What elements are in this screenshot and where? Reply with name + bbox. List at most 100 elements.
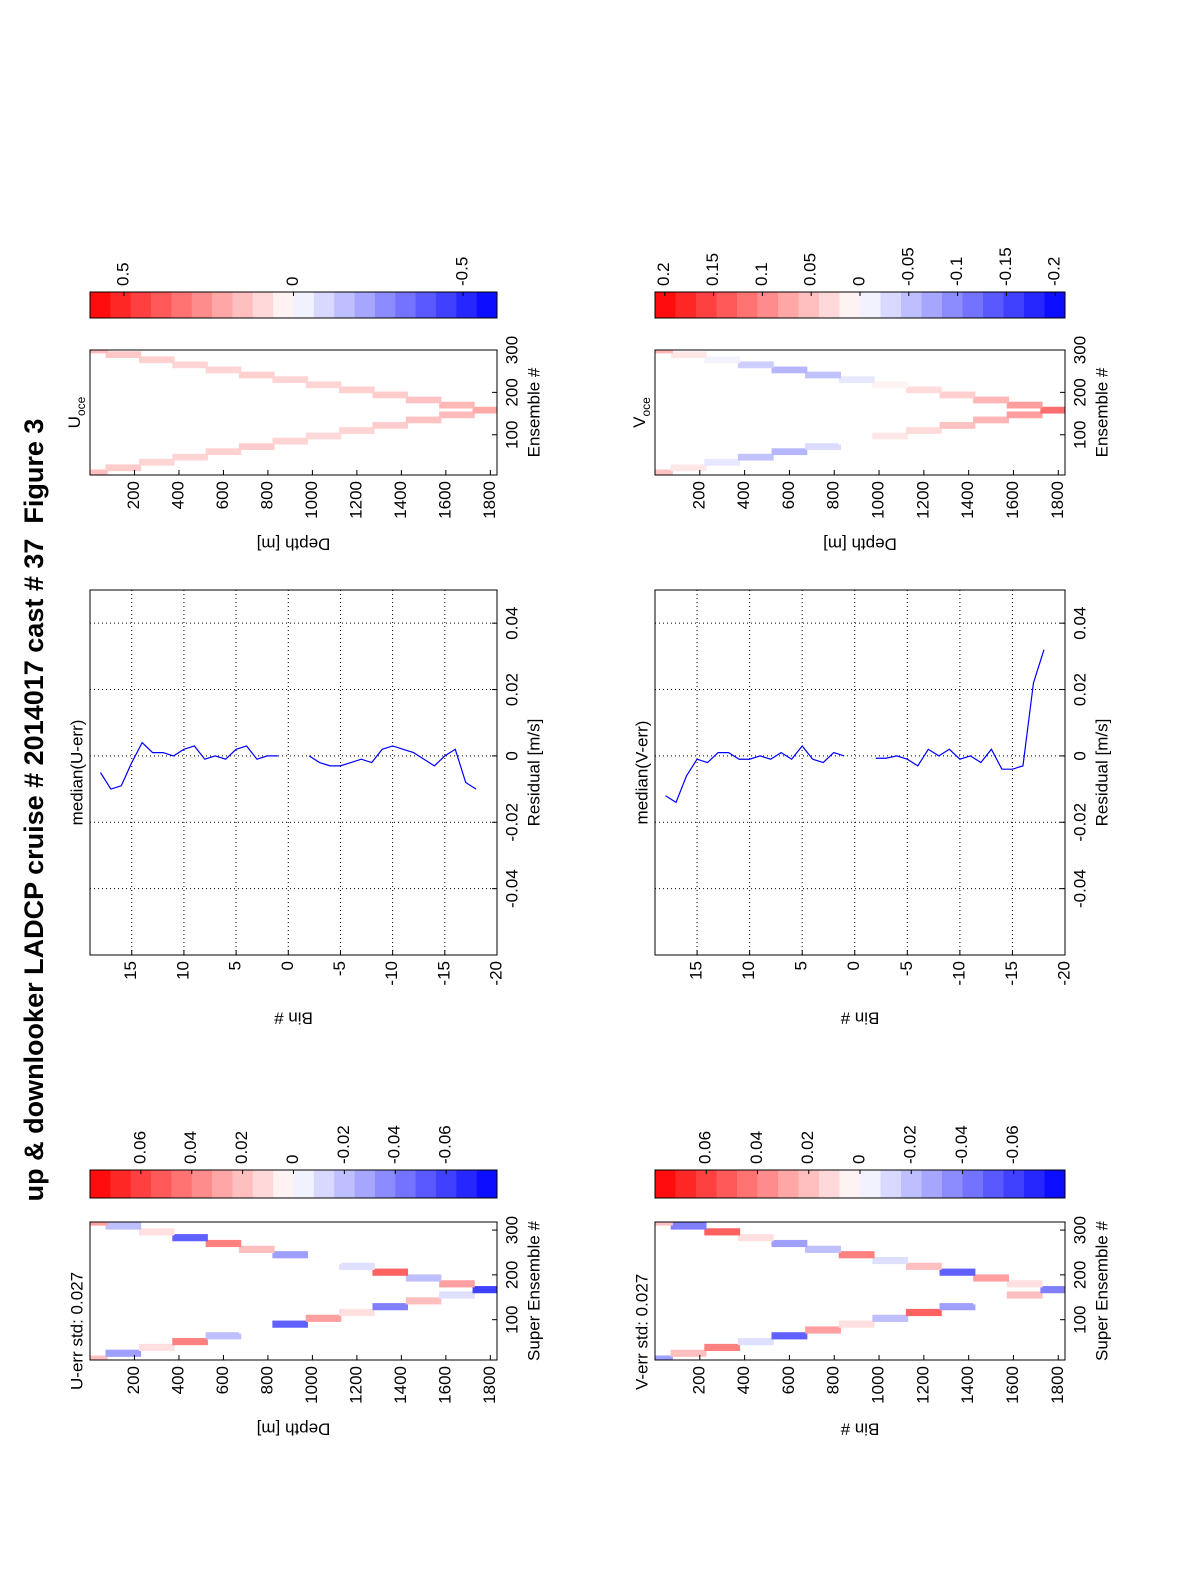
colorbar-step (737, 292, 758, 318)
heatmap-cell (339, 386, 375, 394)
colorbar-tick-label: 0.04 (747, 1131, 766, 1164)
y-tick-label: 1000 (302, 1366, 321, 1404)
heatmap-cell (472, 406, 497, 414)
heatmap-cells (655, 1222, 1065, 1360)
colorbar-step (1024, 1170, 1045, 1198)
heatmap-cell (272, 1320, 308, 1328)
heatmap-cell (305, 432, 342, 440)
y-tick-label: 1400 (958, 1366, 977, 1404)
colorbar-step (757, 292, 779, 318)
colorbar-step (334, 292, 356, 318)
colorbar-tick-label: 0 (283, 277, 302, 286)
colorbar-step (655, 292, 676, 318)
heatmap-cell (872, 1256, 909, 1265)
colorbar-step (293, 1170, 315, 1198)
heatmap-cell (90, 1355, 108, 1360)
y-tick-label: 1400 (958, 481, 977, 519)
y-tick-label: 1600 (1003, 1366, 1022, 1404)
heatmap-cell (805, 1245, 841, 1253)
panel: 100 200 300 200 400 600 800 1000 1200 1400 1600 180… (67, 1125, 543, 1438)
heatmap-cell (939, 422, 976, 429)
colorbar-step (1003, 292, 1025, 318)
y-tick-label: -10 (382, 961, 401, 986)
axes-frame (89, 1221, 498, 1361)
heatmap-cell (905, 1262, 942, 1270)
colorbar-step (334, 1170, 356, 1198)
y-tick-label: 800 (824, 1366, 843, 1394)
y-tick-label: -5 (897, 961, 916, 976)
x-tick-label: 0.04 (1070, 607, 1089, 640)
y-tick-label: 0 (844, 961, 863, 970)
y-tick-label: 1600 (435, 1366, 454, 1404)
colorbar-tick-label: 0.05 (801, 253, 820, 286)
y-tick-label: 600 (213, 1366, 232, 1394)
figure-title: up & downlooker LADCP cruise # 2014017 c… (19, 419, 49, 1202)
colorbar-tick-label: -0.2 (1045, 257, 1064, 286)
colorbar-step (675, 1170, 697, 1198)
colorbar-step (90, 292, 111, 318)
x-tick-label: 0 (1070, 751, 1089, 760)
colorbar-tick-label: -0.04 (385, 1125, 404, 1164)
y-tick-label: -15 (434, 961, 453, 986)
y-tick-label: 10 (739, 961, 758, 980)
colorbar-step (1003, 1170, 1025, 1198)
colorbar-tick-label: 0.02 (798, 1131, 817, 1164)
y-tick-label: 400 (734, 481, 753, 509)
y-tick-label: 5 (792, 961, 811, 970)
axes-frame (89, 349, 498, 476)
heatmap-cell (737, 1234, 774, 1242)
colorbar-step (737, 1170, 758, 1198)
heatmap-cell (305, 381, 342, 389)
colorbar-step (130, 292, 152, 318)
colorbar-step (819, 1170, 840, 1198)
heatmap-cell (1040, 406, 1065, 414)
axes-frame (89, 589, 498, 956)
heatmap-cell (939, 391, 976, 399)
colorbar-tick-label: -0.04 (952, 1125, 971, 1164)
y-tick-label: 5 (226, 961, 245, 970)
heatmap-cell (973, 1274, 1009, 1282)
heatmap-cell (704, 1343, 741, 1352)
plot-area (655, 350, 1065, 475)
x-axis-label: Super Ensemble # (1092, 1221, 1111, 1361)
heatmap-cell (439, 1291, 475, 1299)
colorbar-step (1044, 292, 1066, 318)
colorbar-tick-label: 0.5 (113, 262, 132, 286)
x-tick-label: 200 (502, 1261, 521, 1289)
y-tick-label: 1800 (480, 1366, 499, 1404)
panel-title: median(U-err) (67, 720, 86, 826)
heatmap-cell (805, 443, 841, 450)
heatmap-cell (1006, 411, 1043, 419)
colorbar-step (110, 292, 132, 318)
y-tick-label: -20 (1054, 961, 1073, 986)
colorbar-step (252, 1170, 274, 1198)
colorbar-step (655, 1170, 676, 1198)
x-tick-label: 100 (1070, 421, 1089, 449)
x-axis-label: Ensemble # (1092, 367, 1111, 457)
heatmap-cell (105, 1349, 142, 1357)
heatmap-cell (90, 1222, 108, 1226)
colorbar-tick-label: -0.02 (334, 1125, 353, 1164)
y-tick-label: 1000 (302, 481, 321, 519)
panel: 100 200 300 200 400 600 800 1000 1200 1400 1600 180… (632, 1125, 1111, 1438)
x-tick-label: 300 (502, 336, 521, 364)
y-tick-label: 200 (689, 1366, 708, 1394)
colorbar-tick-label: 0 (283, 1155, 302, 1164)
colorbar-tick-label: -0.5 (453, 257, 472, 286)
heatmap-cell (905, 386, 942, 394)
axes-frame (654, 349, 1066, 476)
heatmap-cell (670, 464, 707, 472)
y-tick-label: 600 (779, 1366, 798, 1394)
heatmap-cell (838, 376, 875, 384)
y-tick-label: 400 (734, 1366, 753, 1394)
colorbar-tick-label: 0 (849, 277, 868, 286)
heatmap-cell (172, 453, 208, 461)
plot-area (655, 590, 1065, 955)
heatmap-cell (704, 356, 741, 364)
x-tick-label: -0.02 (1070, 803, 1089, 842)
x-tick-label: 300 (1070, 1216, 1089, 1244)
x-tick-label: 100 (1070, 1305, 1089, 1333)
plot-area (90, 1222, 497, 1360)
colorbar-step (415, 1170, 437, 1198)
